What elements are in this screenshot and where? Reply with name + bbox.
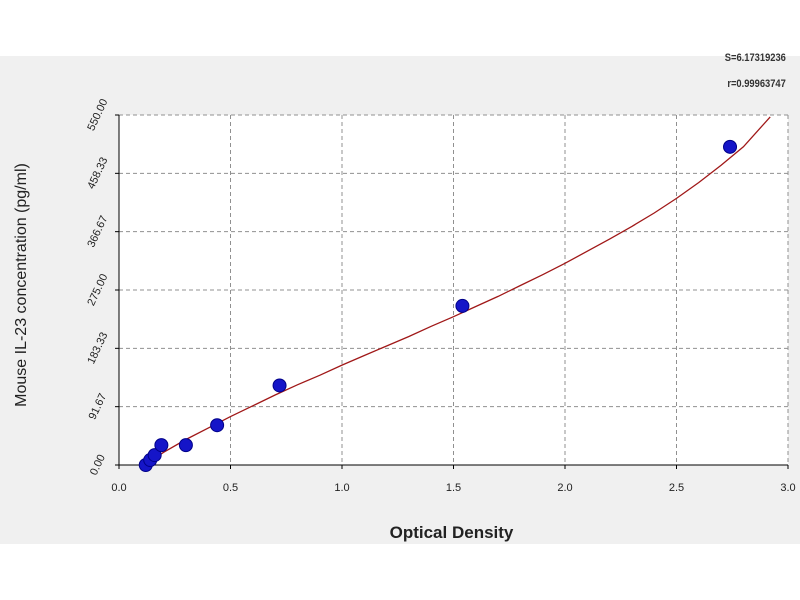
data-point <box>210 418 225 433</box>
y-tick-label: 0.00 <box>88 453 108 477</box>
data-point <box>154 438 169 453</box>
x-tick-label: 2.5 <box>669 482 684 494</box>
s-statistic: S=6.17319236 <box>724 52 786 64</box>
x-tick-label: 3.0 <box>780 482 795 494</box>
data-point <box>147 448 162 463</box>
x-tick-label: 1.5 <box>446 482 461 494</box>
fit-curve-line <box>143 116 771 465</box>
y-tick-label: 550.00 <box>85 97 110 133</box>
x-axis-title: Optical Density <box>390 523 514 542</box>
y-axis-title: Mouse IL-23 concentration (pg/ml) <box>13 163 30 407</box>
y-tick-label: 275.00 <box>85 272 110 308</box>
standard-curve-chart: 0.0 0.5 1.0 1.5 2.0 2.5 3.0 0.00 91.67 183.33 275.… <box>13 97 795 542</box>
y-tick-label: 366.67 <box>85 214 110 250</box>
x-tick-label: 0.5 <box>223 482 238 494</box>
data-point <box>272 378 287 393</box>
data-point <box>455 298 470 313</box>
y-tick-label: 183.33 <box>85 331 110 367</box>
r-statistic: r=0.99963747 <box>727 78 786 90</box>
x-tick-label: 2.0 <box>557 482 572 494</box>
y-tick-label: 458.33 <box>85 156 110 192</box>
chart-frame: 0.0 0.5 1.0 1.5 2.0 2.5 3.0 0.00 91.67 183.33 275.… <box>0 56 800 544</box>
x-tick-label: 0.0 <box>111 482 126 494</box>
x-tick-label: 1.0 <box>334 482 349 494</box>
y-tick-label: 91.67 <box>87 392 110 422</box>
data-point <box>178 438 193 453</box>
data-point <box>723 139 738 154</box>
